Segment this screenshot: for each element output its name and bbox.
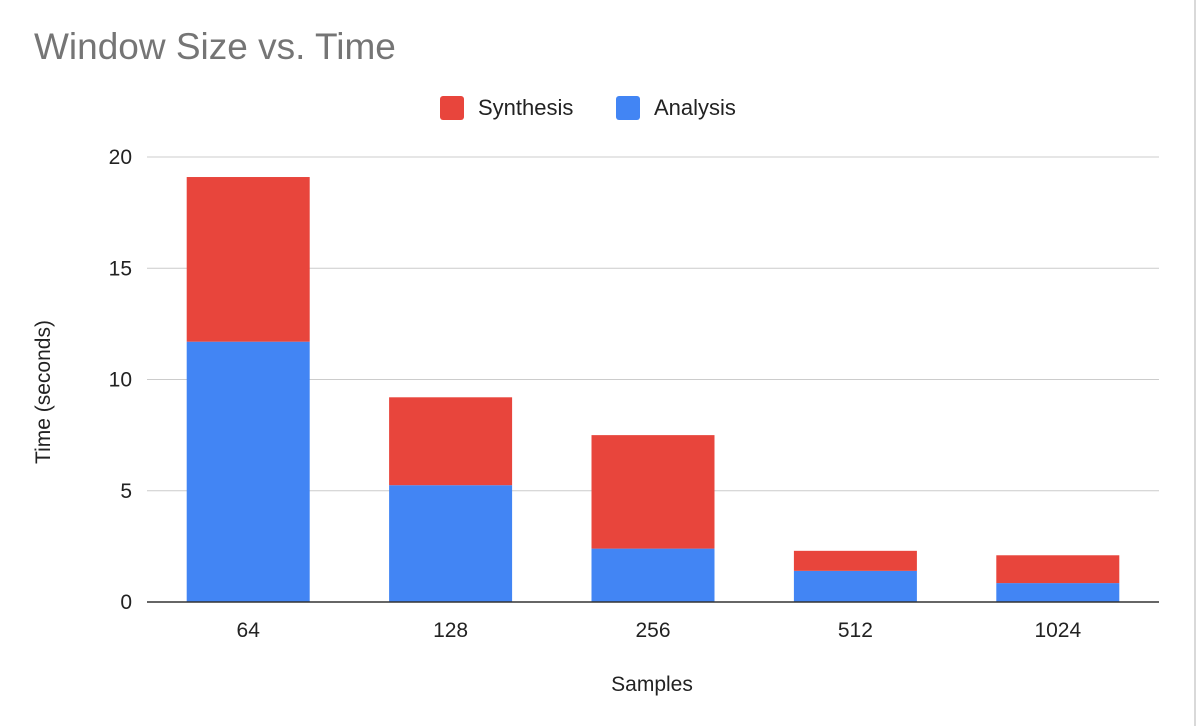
x-tick-label: 128 <box>433 619 468 642</box>
bar-synthesis-64[interactable] <box>186 177 310 342</box>
legend: Synthesis Analysis <box>0 93 1198 123</box>
x-axis-label: Samples <box>611 673 693 696</box>
bar-synthesis-512[interactable] <box>793 550 917 571</box>
legend-item-analysis[interactable]: Analysis <box>616 93 736 123</box>
x-tick-label: 1024 <box>1034 619 1081 642</box>
legend-item-synthesis[interactable]: Synthesis <box>440 93 573 123</box>
x-tick-label: 512 <box>838 619 873 642</box>
legend-swatch-synthesis <box>440 96 464 120</box>
y-tick-label: 0 <box>120 591 132 614</box>
bar-synthesis-256[interactable] <box>591 435 715 549</box>
chart-title: Window Size vs. Time <box>34 26 396 67</box>
x-tick-label: 64 <box>237 619 261 642</box>
bar-analysis-128[interactable] <box>389 485 513 602</box>
legend-swatch-analysis <box>616 96 640 120</box>
bar-analysis-64[interactable] <box>186 341 310 602</box>
x-tick-label: 256 <box>635 619 670 642</box>
bar-analysis-1024[interactable] <box>996 583 1120 602</box>
legend-label-synthesis: Synthesis <box>478 95 574 120</box>
y-tick-label: 10 <box>109 369 132 392</box>
bar-synthesis-128[interactable] <box>389 397 513 486</box>
y-tick-label: 15 <box>109 257 132 280</box>
bar-analysis-256[interactable] <box>591 548 715 602</box>
y-tick-label: 5 <box>120 480 132 503</box>
y-tick-label: 20 <box>109 146 132 169</box>
bar-synthesis-1024[interactable] <box>996 555 1120 584</box>
bar-analysis-512[interactable] <box>793 570 917 602</box>
legend-label-analysis: Analysis <box>654 95 736 120</box>
